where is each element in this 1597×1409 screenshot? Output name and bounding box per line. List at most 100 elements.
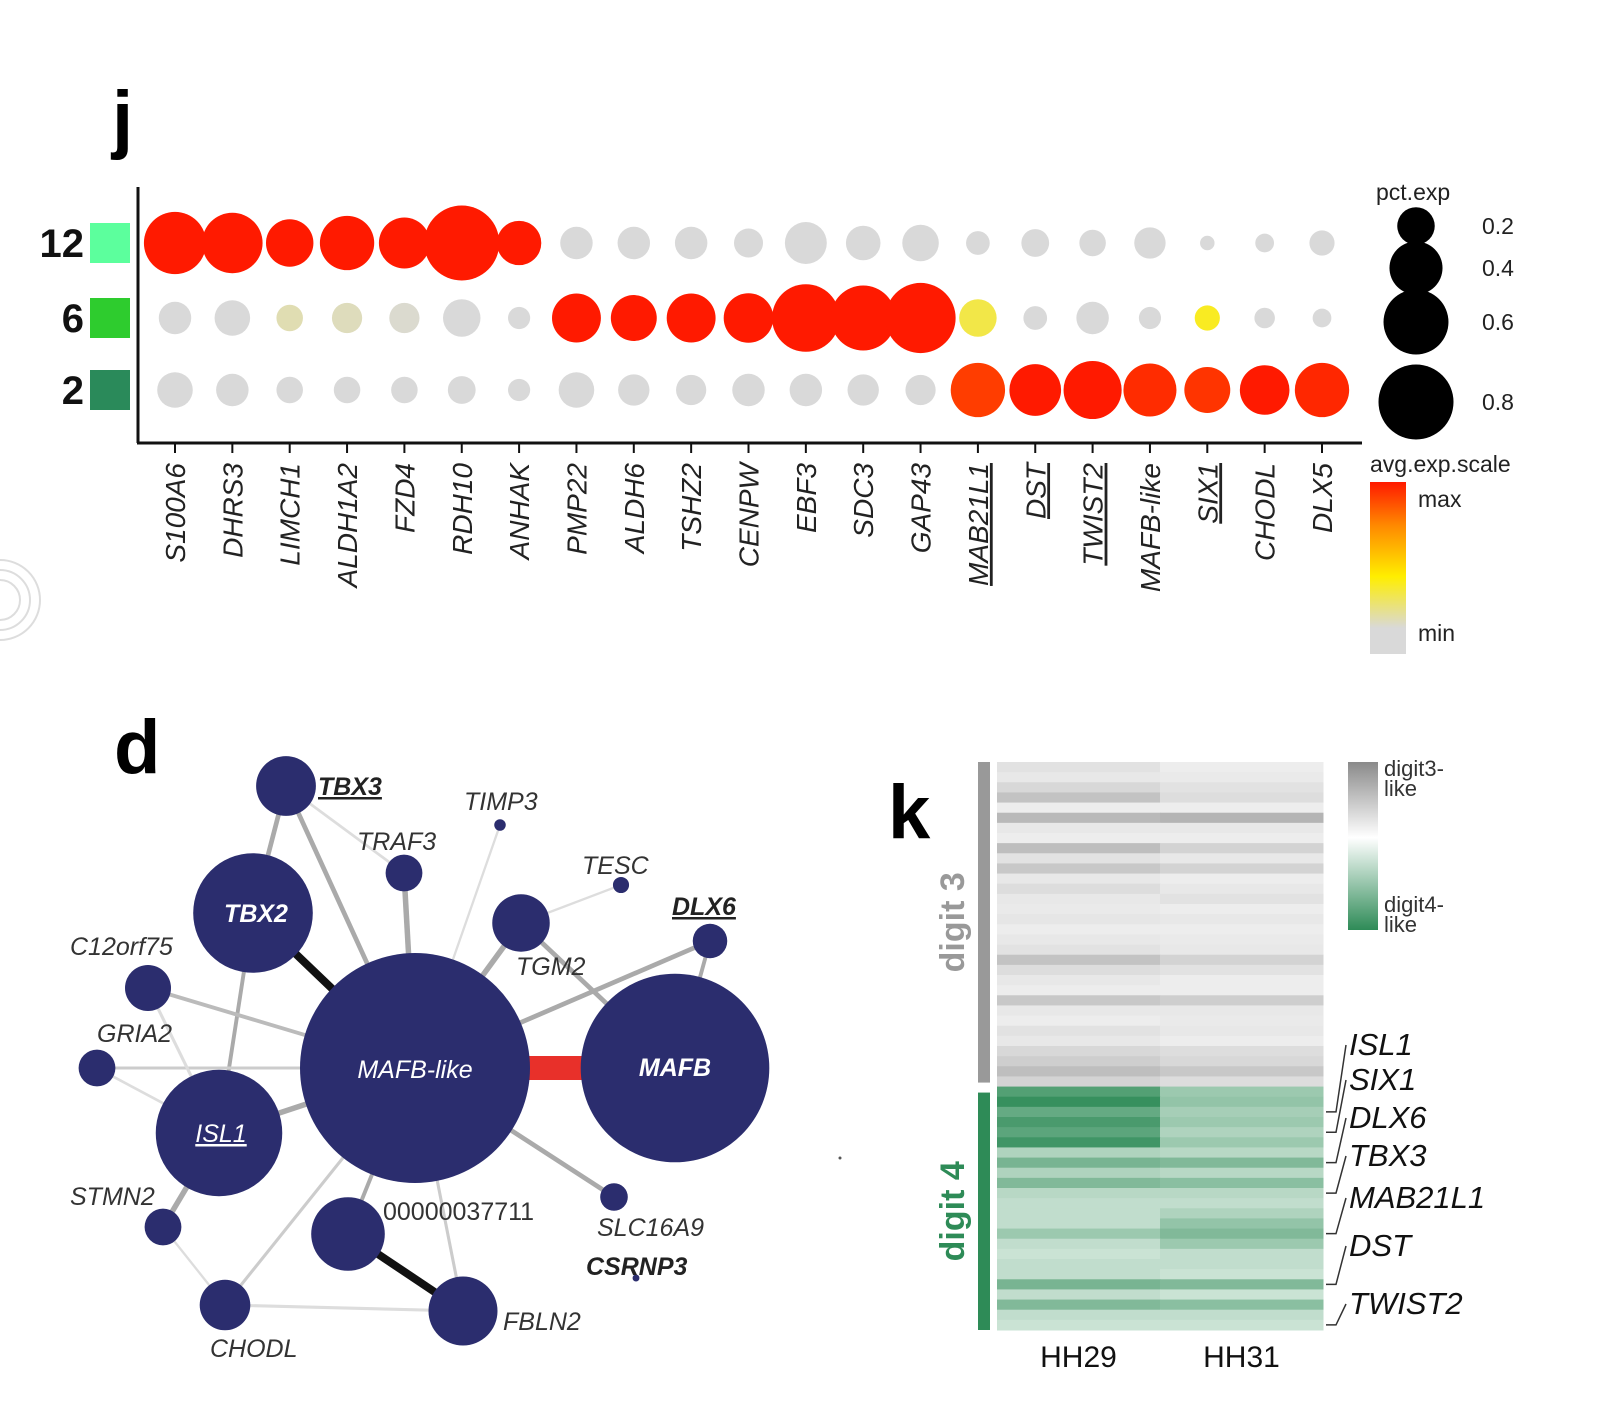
k-cell [1160,863,1324,875]
j-dots [143,205,1350,420]
d-node [580,973,770,1163]
j-dot [1138,306,1162,330]
k-cell [997,1218,1161,1230]
k-cell [997,1015,1161,1027]
k-gene-connector [1326,1155,1347,1194]
k-cell [997,1299,1161,1311]
d-node-label: SLC16A9 [597,1214,704,1242]
d-node-label: DLX6 [672,893,737,921]
k-cell [997,1086,1161,1098]
d-node-label: TESC [582,852,650,880]
j-row-label: 2 [62,369,84,413]
panel-j: j 12 6 2 S100A6 DHRS3 LIMCH1 ALDH1A2 FZD4 RDH10… [0,76,1514,654]
j-row-swatch [90,298,130,338]
k-cell [997,1046,1161,1057]
k-cell [1160,1117,1324,1128]
k-cell [997,975,1161,986]
k-cell [997,1279,1161,1290]
k-group-label: digit 4 [934,1161,972,1261]
j-dot [265,219,314,267]
tick-mark [838,1156,842,1160]
k-cell [1160,893,1324,905]
j-size-legend: 0.2 0.4 0.6 0.8 [1378,207,1514,440]
j-gene-label: SIX1 [1192,463,1223,524]
k-cell [1160,1177,1324,1189]
k-group-bar [978,762,990,1083]
d-node-label: TBX3 [318,773,382,801]
j-gene-label: CHODL [1250,463,1281,561]
k-cell [997,1269,1161,1280]
k-cell [1160,1127,1324,1138]
j-gene-label: RDH10 [447,463,478,555]
k-cell [997,883,1161,895]
d-node [193,853,313,973]
k-cell [1160,883,1324,895]
k-cell [1160,1319,1324,1331]
k-cell [1160,843,1324,854]
k-cell [997,1076,1161,1088]
j-size-legend-label: 0.6 [1482,309,1514,335]
j-row-labels: 12 6 2 [40,222,130,413]
k-cell [1160,1147,1324,1159]
j-gene-label: ANHAK [504,462,535,562]
j-dot [1312,308,1332,328]
j-dot [158,301,192,335]
k-cell [1160,1299,1324,1311]
j-dot [143,211,207,275]
j-gene-label: MAFB-like [1135,463,1166,592]
j-dot [885,282,956,354]
d-node-label: STMN2 [70,1183,155,1211]
j-dot [1021,229,1050,257]
k-legend-bar [1348,762,1378,930]
k-cell [1160,1279,1324,1290]
k-gene-connector [1326,1117,1347,1164]
j-row-swatch [90,223,130,263]
k-cell [997,1259,1161,1270]
j-dot [276,376,303,404]
d-node-label: CHODL [210,1335,298,1363]
k-gene-connector [1326,1303,1347,1326]
j-size-legend-label: 0.2 [1482,213,1514,239]
j-dot [202,212,263,274]
k-cell [997,772,1161,783]
k-cell [997,1177,1161,1189]
k-cell [1160,812,1324,824]
d-node-label: C12orf75 [70,933,173,961]
k-cell [1160,975,1324,986]
j-dot [216,373,249,407]
j-dot [666,293,716,343]
k-gene-label: TBX3 [1349,1138,1427,1173]
k-group-bars: digit 3 digit 4 [934,762,990,1330]
k-legend-top-label: digit3- [1384,756,1444,781]
j-color-min-label: min [1418,620,1455,646]
k-cell [997,995,1161,1006]
k-cell [997,873,1161,885]
j-size-legend-title: pct.exp [1376,179,1450,205]
k-cell [1160,1076,1324,1088]
d-node [428,1276,498,1346]
j-size-legend-dot [1378,364,1454,440]
j-size-legend-dot [1383,289,1449,355]
j-dot [508,306,531,330]
k-cell [1160,762,1324,773]
k-cell [1160,1198,1324,1209]
j-dot [1254,307,1275,329]
j-dot [1200,235,1215,251]
k-cell [1160,934,1324,946]
k-cell [997,924,1161,935]
k-cell [1160,1188,1324,1199]
panel-letter-d: d [114,705,160,790]
k-legend-bottom-label: digit4- [1384,892,1444,917]
d-node [494,819,506,831]
d-node [311,1197,385,1271]
k-cell [1160,802,1324,814]
j-color-max-label: max [1418,486,1462,512]
k-cell [997,1319,1161,1331]
k-cell [997,1117,1161,1128]
k-cell [1160,1259,1324,1270]
j-dot [443,299,481,337]
k-cell [997,1289,1161,1301]
j-size-legend-label: 0.8 [1482,389,1514,415]
